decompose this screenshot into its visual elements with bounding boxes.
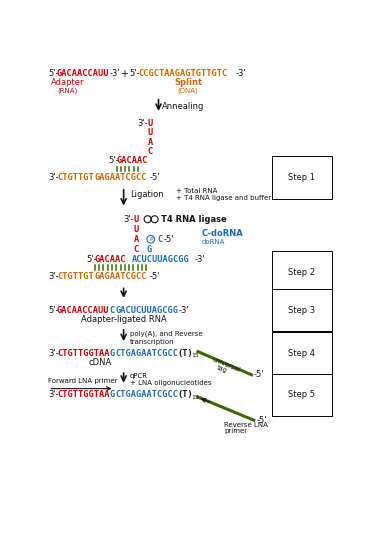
Text: 3'-: 3'- bbox=[48, 272, 59, 280]
Text: -5': -5' bbox=[164, 235, 175, 244]
Text: + LNA oligonucleotides: + LNA oligonucleotides bbox=[130, 380, 211, 386]
Text: 3'-: 3'- bbox=[124, 214, 134, 224]
Text: 3'-: 3'- bbox=[138, 119, 148, 128]
Text: universal: universal bbox=[211, 356, 241, 373]
Text: 3'-: 3'- bbox=[48, 390, 59, 399]
Text: GAGAATCGCC: GAGAATCGCC bbox=[94, 173, 146, 182]
Text: CTGTTGGTAA: CTGTTGGTAA bbox=[57, 349, 110, 358]
Text: 5'-: 5'- bbox=[108, 156, 118, 165]
Text: U: U bbox=[134, 225, 139, 234]
Text: C: C bbox=[134, 245, 139, 254]
Text: G: G bbox=[110, 390, 115, 399]
Text: 15: 15 bbox=[192, 353, 200, 358]
Text: P: P bbox=[149, 236, 152, 242]
Text: U: U bbox=[134, 214, 139, 224]
Text: -5': -5' bbox=[254, 370, 264, 380]
Text: 5'-: 5'- bbox=[86, 255, 97, 264]
Text: G: G bbox=[147, 245, 152, 254]
Text: -5': -5' bbox=[149, 272, 160, 280]
Text: Ligation: Ligation bbox=[130, 190, 163, 199]
Text: Reverse LNA: Reverse LNA bbox=[224, 422, 268, 428]
Text: Step 4: Step 4 bbox=[289, 349, 315, 358]
Text: Step 3: Step 3 bbox=[288, 306, 315, 315]
Text: Step 2: Step 2 bbox=[289, 268, 315, 277]
Text: cDNA: cDNA bbox=[89, 358, 112, 367]
Text: qPCR: qPCR bbox=[130, 372, 148, 378]
Text: C: C bbox=[110, 306, 115, 315]
Text: -3': -3' bbox=[110, 69, 120, 78]
Text: Splint: Splint bbox=[174, 79, 202, 87]
Text: Annealing: Annealing bbox=[162, 102, 205, 111]
Text: -3': -3' bbox=[195, 255, 206, 264]
Text: GAGAATCGCC: GAGAATCGCC bbox=[94, 272, 146, 280]
Text: 5'-: 5'- bbox=[130, 69, 140, 78]
Text: Step 1: Step 1 bbox=[289, 173, 315, 182]
Text: poly(A), and Reverse: poly(A), and Reverse bbox=[130, 331, 203, 337]
Text: A: A bbox=[134, 235, 139, 244]
Text: C-doRNA: C-doRNA bbox=[201, 229, 243, 238]
Text: 15: 15 bbox=[192, 394, 200, 400]
Text: CTGAGAATCGCC: CTGAGAATCGCC bbox=[115, 349, 178, 358]
Text: ACUCUUAGCGG: ACUCUUAGCGG bbox=[132, 255, 190, 264]
Text: U: U bbox=[148, 119, 153, 128]
Text: 5'-: 5'- bbox=[48, 69, 59, 78]
Text: doRNA: doRNA bbox=[201, 239, 224, 245]
Text: -5': -5' bbox=[256, 416, 267, 425]
Text: C: C bbox=[157, 235, 162, 244]
Text: -3': -3' bbox=[179, 306, 189, 315]
Text: GACUCUUAGCGG: GACUCUUAGCGG bbox=[115, 306, 178, 315]
Text: U: U bbox=[148, 129, 153, 138]
Text: + Total RNA: + Total RNA bbox=[176, 188, 218, 194]
Text: Adapter: Adapter bbox=[51, 79, 85, 87]
Text: transcription: transcription bbox=[130, 339, 175, 345]
Text: -5': -5' bbox=[149, 173, 160, 182]
Text: GACAACCAUU: GACAACCAUU bbox=[57, 69, 110, 78]
Text: CTGTTGGTAA: CTGTTGGTAA bbox=[57, 390, 110, 399]
Text: (DNA): (DNA) bbox=[177, 87, 198, 94]
Text: CTGTTGT: CTGTTGT bbox=[57, 272, 94, 280]
Text: GACAAC: GACAAC bbox=[117, 156, 148, 165]
Text: C: C bbox=[148, 147, 153, 156]
Text: CTGAGAATCGCC: CTGAGAATCGCC bbox=[115, 390, 178, 399]
Text: +: + bbox=[120, 69, 128, 79]
Text: primer: primer bbox=[224, 428, 248, 434]
Text: (RNA): (RNA) bbox=[58, 87, 78, 94]
Text: GACAACCAUU: GACAACCAUU bbox=[57, 306, 110, 315]
Text: T4 RNA ligase: T4 RNA ligase bbox=[161, 214, 227, 224]
Text: 3'-: 3'- bbox=[48, 173, 59, 182]
Text: CTGTTGT: CTGTTGT bbox=[57, 173, 94, 182]
Text: 3'-: 3'- bbox=[48, 349, 59, 358]
Text: (T): (T) bbox=[177, 349, 193, 358]
Text: + T4 RNA ligase and buffer: + T4 RNA ligase and buffer bbox=[176, 195, 272, 201]
Text: A: A bbox=[148, 138, 153, 147]
Text: (T): (T) bbox=[177, 390, 193, 399]
Text: 5'-: 5'- bbox=[48, 306, 59, 315]
Text: CCGCTAAGAGTGTTGTC: CCGCTAAGAGTGTTGTC bbox=[138, 69, 228, 78]
Text: tag: tag bbox=[215, 364, 228, 374]
Text: G: G bbox=[110, 349, 115, 358]
Text: Step 5: Step 5 bbox=[289, 390, 315, 399]
Text: GACAAC: GACAAC bbox=[95, 255, 127, 264]
Text: Adapter-ligated RNA: Adapter-ligated RNA bbox=[81, 315, 166, 324]
Text: Forward LNA primer: Forward LNA primer bbox=[48, 378, 118, 384]
Text: -3': -3' bbox=[236, 69, 246, 78]
